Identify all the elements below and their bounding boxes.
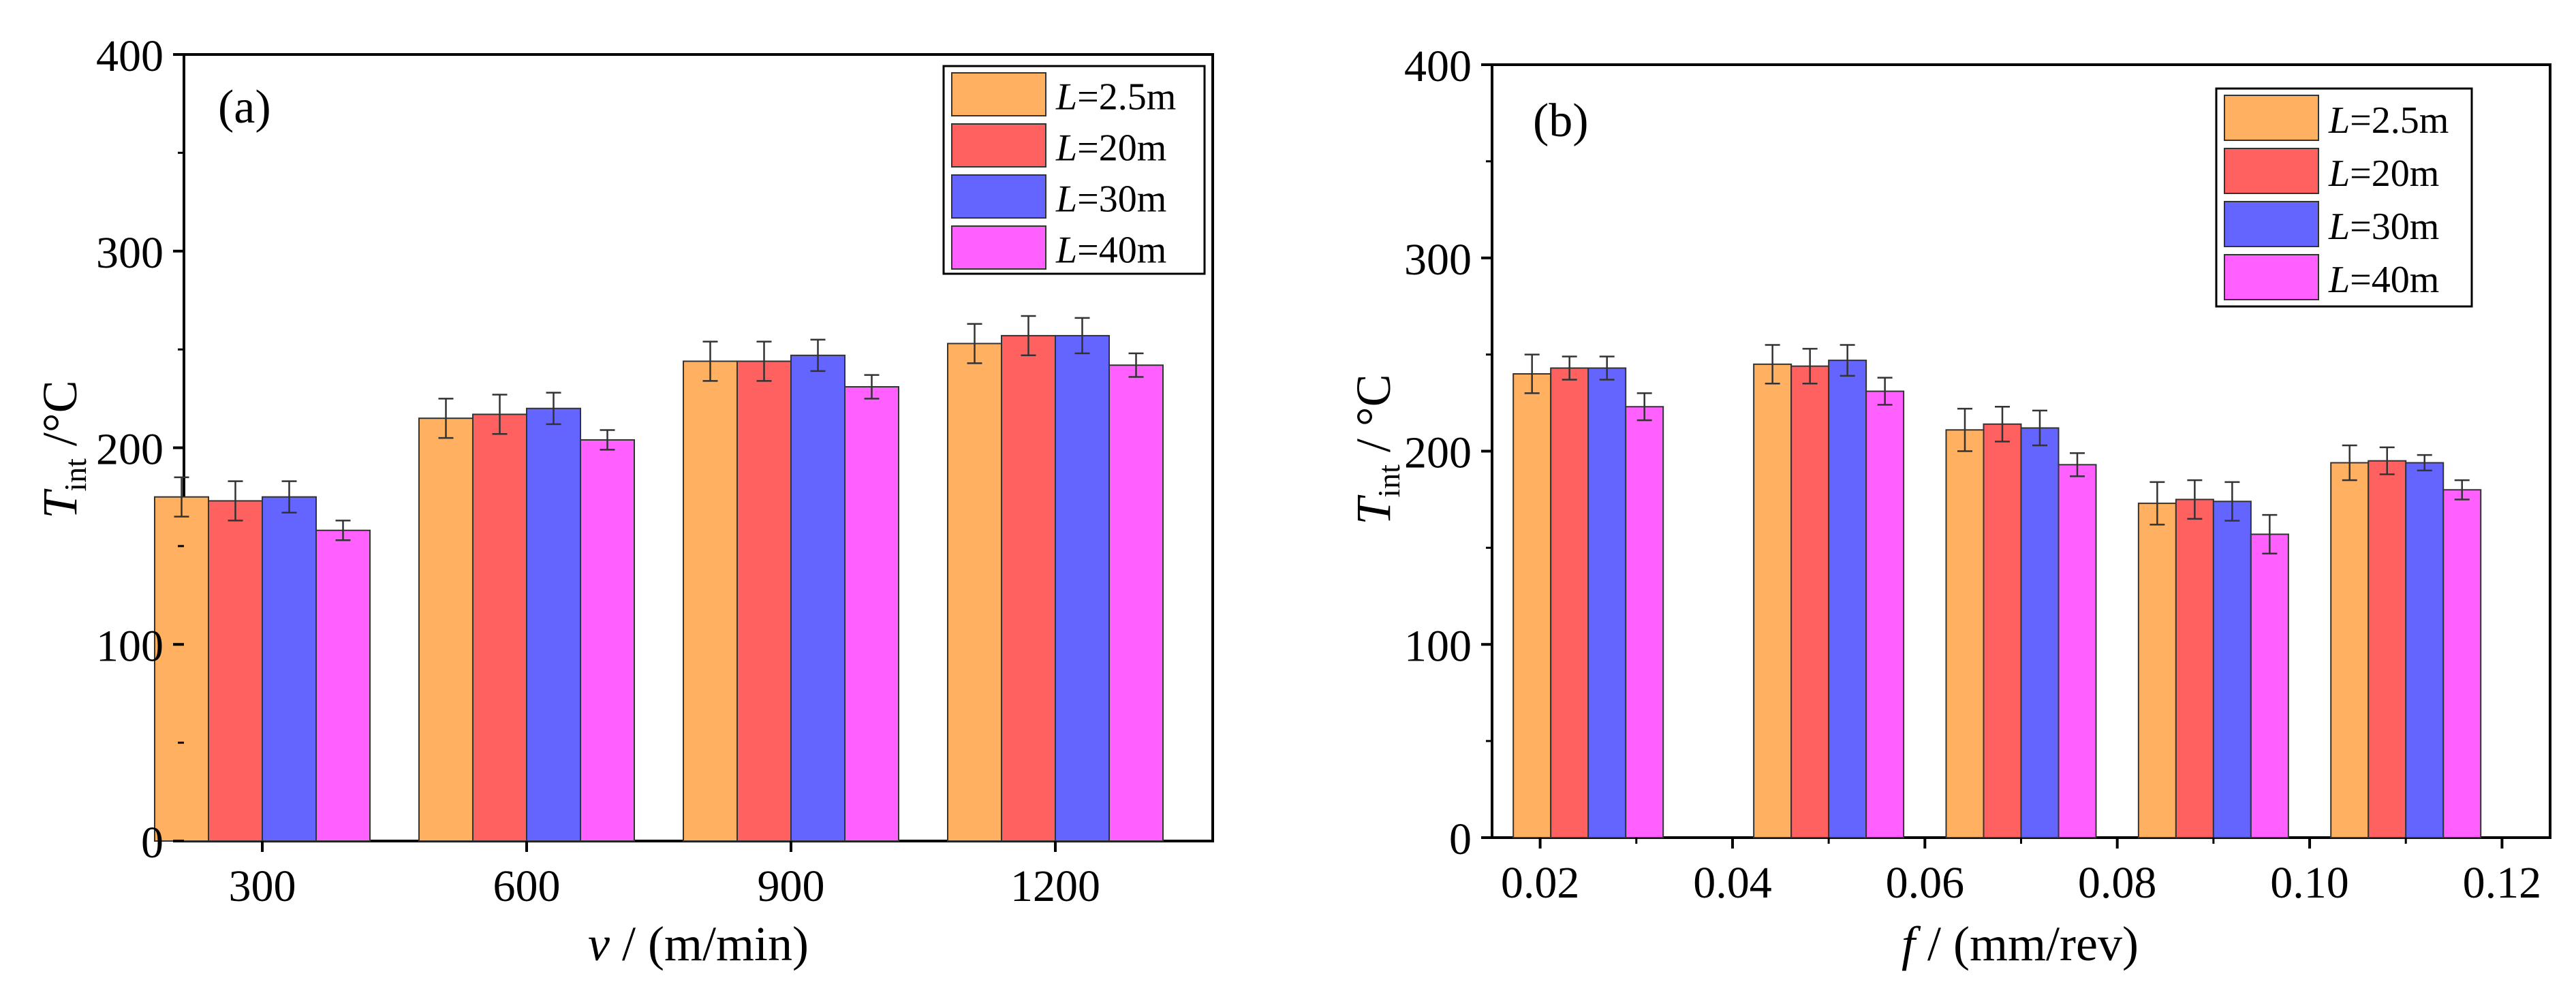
legend-label: L=2.5m <box>2328 99 2449 142</box>
bar <box>790 354 845 842</box>
x-tick-label: 1200 <box>1010 861 1100 911</box>
legend-swatch <box>951 225 1046 270</box>
x-axis-ticks: 0.02 0.04 0.06 0.08 0.10 0.12 <box>1501 838 2541 908</box>
legend-label: L=20m <box>2328 153 2439 195</box>
x-tick-label: 0.10 <box>2270 858 2349 908</box>
y-axis-label: Tint / °C <box>1346 374 1406 524</box>
bar-group <box>154 315 1164 842</box>
bar-group <box>1512 344 2482 839</box>
bar <box>1790 365 1830 838</box>
bar <box>1587 367 1627 838</box>
bar <box>1828 360 1867 838</box>
chart-panel-b: 0 100 200 300 400 0.02 0.04 0.06 0.08 0.10 0.12 (… <box>1346 42 2551 971</box>
bar <box>580 439 635 842</box>
legend-swatch <box>2224 148 2319 194</box>
x-tick-label: 900 <box>758 861 825 911</box>
bar <box>1001 334 1056 842</box>
y-tick-label: 300 <box>1404 235 1472 285</box>
y-axis-ticks: 0 100 200 300 400 <box>1404 42 1492 864</box>
bar <box>1625 406 1664 838</box>
bar <box>736 360 792 842</box>
legend-swatch <box>2224 95 2319 141</box>
bar <box>418 417 474 842</box>
y-tick-label: 200 <box>1404 428 1472 478</box>
y-tick-label: 200 <box>96 425 164 475</box>
legend-swatch <box>951 123 1046 168</box>
bar <box>208 500 263 842</box>
bar <box>2368 460 2407 838</box>
bar <box>2175 498 2214 838</box>
bar <box>1055 334 1110 842</box>
y-axis-ticks: 0 100 200 300 400 <box>96 31 184 868</box>
y-tick-label: 400 <box>96 31 164 81</box>
legend-swatch <box>951 72 1046 116</box>
legend-label: L=20m <box>1055 127 1166 170</box>
x-axis-label: v / (m/min) <box>588 917 809 971</box>
bar <box>472 413 527 842</box>
x-tick-label: 600 <box>493 861 561 911</box>
y-tick-label: 100 <box>1404 621 1472 671</box>
x-tick-label: 0.04 <box>1693 858 1772 908</box>
bar <box>2330 462 2370 838</box>
legend-swatch <box>2224 201 2319 247</box>
chart-panel-a: 0 100 200 300 400 300 600 900 1200 (a) v / (m/m… <box>33 31 1214 971</box>
y-tick-label: 0 <box>1449 814 1472 864</box>
x-tick-label: 0.02 <box>1501 858 1580 908</box>
bar <box>1108 364 1164 842</box>
bar <box>1512 373 1552 838</box>
y-tick-label: 400 <box>1404 42 1472 91</box>
x-tick-label: 300 <box>229 861 296 911</box>
y-axis-label: Tint /°C <box>33 380 93 518</box>
x-axis-label: f / (mm/rev) <box>1902 917 2139 971</box>
bar <box>683 360 738 842</box>
bar <box>526 407 581 842</box>
y-tick-label: 300 <box>96 228 164 278</box>
legend-swatch <box>951 174 1046 219</box>
bar <box>947 343 1002 842</box>
bar <box>2058 464 2097 838</box>
legend-label: L=30m <box>2328 206 2439 248</box>
legend-label: L=40m <box>1055 229 1166 272</box>
y-tick-label: 100 <box>96 621 164 671</box>
x-tick-label: 0.12 <box>2463 858 2542 908</box>
legend: L=2.5m L=20m L=30m L=40m <box>2215 87 2473 308</box>
bar <box>315 529 371 842</box>
bar <box>1753 363 1793 838</box>
panel-label: (b) <box>1533 95 1589 147</box>
bar <box>2405 462 2445 838</box>
bar <box>1550 367 1589 838</box>
legend-label: L=2.5m <box>1055 76 1176 118</box>
x-axis-ticks: 300 600 900 1200 <box>229 841 1100 911</box>
bar <box>1983 423 2022 838</box>
legend-label: L=40m <box>2328 259 2439 301</box>
bar <box>844 385 899 842</box>
legend-label: L=30m <box>1055 178 1166 221</box>
bar <box>2250 533 2289 838</box>
x-tick-label: 0.08 <box>2078 858 2157 908</box>
y-tick-label: 0 <box>141 818 164 868</box>
bar <box>2020 427 2060 838</box>
legend: L=2.5m L=20m L=30m L=40m <box>942 65 1206 275</box>
bar <box>2137 503 2177 838</box>
bar <box>2212 501 2252 839</box>
legend-swatch <box>2224 254 2319 300</box>
bar <box>1865 390 1905 838</box>
bar <box>1945 429 1985 838</box>
bar <box>2442 489 2482 838</box>
panel-label: (a) <box>218 81 271 133</box>
bar <box>262 496 317 842</box>
x-tick-label: 0.06 <box>1886 858 1965 908</box>
